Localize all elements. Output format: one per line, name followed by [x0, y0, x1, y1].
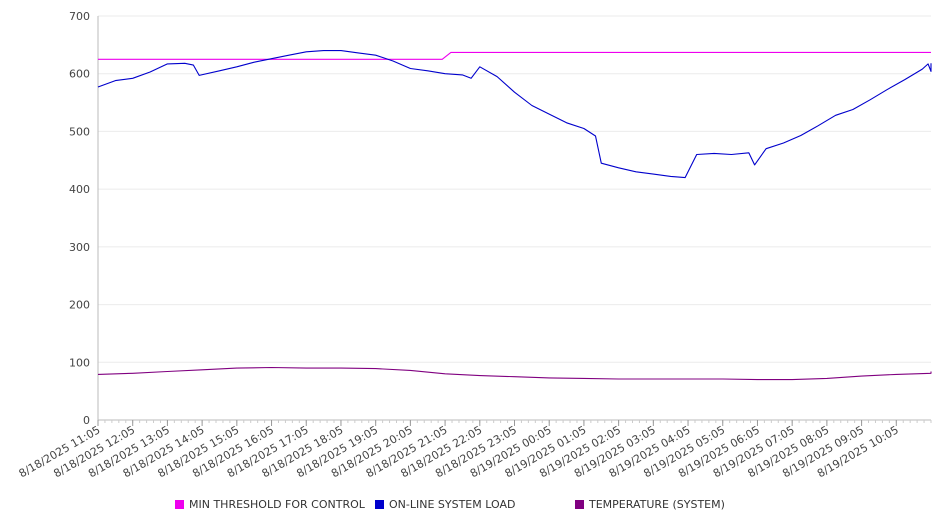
x-tick-labels: 8/18/2025 11:058/18/2025 12:058/18/2025 …: [17, 423, 901, 480]
y-tick-label: 400: [69, 183, 90, 196]
y-tick-label: 0: [83, 414, 90, 427]
y-tick-label: 100: [69, 356, 90, 369]
legend-item-temperature: TEMPERATURE (SYSTEM): [575, 498, 725, 511]
y-tick-label: 300: [69, 241, 90, 254]
legend-swatch-min-threshold: [175, 500, 184, 509]
gridlines: [98, 15, 931, 363]
legend-swatch-system-load: [375, 500, 384, 509]
y-tick-label: 500: [69, 125, 90, 138]
y-tick-label: 200: [69, 299, 90, 312]
legend-item-system-load: ON-LINE SYSTEM LOAD: [375, 498, 515, 511]
series-line-0: [98, 51, 931, 60]
series-line-1: [97, 50, 932, 179]
legend-label-temperature: TEMPERATURE (SYSTEM): [589, 498, 725, 511]
legend: MIN THRESHOLD FOR CONTROL ON-LINE SYSTEM…: [175, 498, 935, 514]
legend-item-min-threshold: MIN THRESHOLD FOR CONTROL: [175, 498, 365, 511]
legend-label-system-load: ON-LINE SYSTEM LOAD: [389, 498, 516, 511]
y-tick-label: 700: [69, 10, 90, 23]
y-tick-labels: 0 100 200 300 400 500 600 700: [69, 10, 90, 427]
legend-swatch-temperature: [575, 500, 584, 509]
series-lines: [97, 50, 932, 381]
series-line-2: [97, 366, 932, 381]
y-tick-label: 600: [69, 68, 90, 81]
axes: [97, 16, 932, 426]
legend-label-min-threshold: MIN THRESHOLD FOR CONTROL: [189, 498, 365, 511]
